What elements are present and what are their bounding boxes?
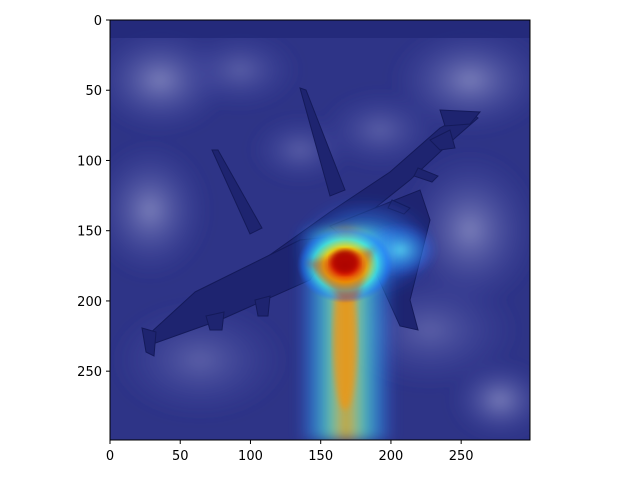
y-tick-label: 100 xyxy=(77,154,102,169)
x-tick-label: 250 xyxy=(449,449,474,464)
y-axis: 0 50 100 150 200 250 xyxy=(77,14,110,380)
y-tick-label: 150 xyxy=(77,225,102,240)
image-area xyxy=(110,20,530,440)
y-tick-label: 50 xyxy=(85,84,102,99)
x-tick-label: 0 xyxy=(106,449,114,464)
x-axis: 0 50 100 150 200 250 xyxy=(106,440,474,464)
axes-frame xyxy=(109,19,531,441)
x-tick-label: 150 xyxy=(308,449,333,464)
x-tick-label: 100 xyxy=(238,449,263,464)
y-tick-label: 250 xyxy=(77,365,102,380)
y-tick-label: 200 xyxy=(77,295,102,310)
x-tick-label: 200 xyxy=(379,449,404,464)
y-tick-label: 0 xyxy=(94,14,102,29)
x-tick-label: 50 xyxy=(172,449,189,464)
heatmap-overlay xyxy=(295,198,438,440)
